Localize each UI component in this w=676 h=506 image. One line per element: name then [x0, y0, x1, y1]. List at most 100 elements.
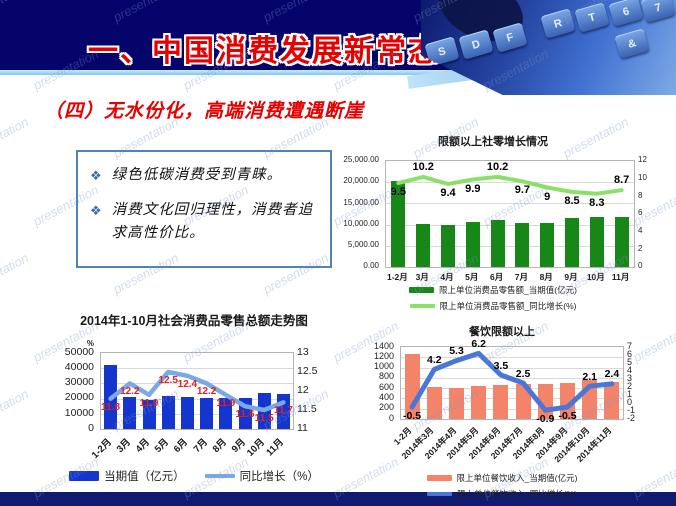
bar	[426, 386, 442, 419]
y-axis-tick-label: 1200	[373, 350, 394, 361]
keyboard-key: 6	[608, 0, 644, 27]
y-axis-tick-label: 15,000.00	[343, 197, 379, 207]
secondary-axis-tick-label: 6	[638, 208, 643, 218]
data-label: 12.4	[177, 378, 198, 390]
keyboard-key: &	[614, 28, 650, 59]
legend-item: 同比增长（%）	[204, 468, 319, 484]
data-label: 4.2	[426, 353, 442, 366]
data-label: 9.4	[440, 187, 456, 199]
bar	[219, 398, 233, 429]
legend-bar-swatch	[426, 475, 452, 481]
bar	[123, 397, 137, 429]
legend-item: 限上单位餐饮收入_当期值(亿元)	[426, 472, 577, 484]
chart-total-retail-trend: 2014年1-10月社会消费品零售总额走势图 11.8 12.2 11.9 12.5 12…	[54, 314, 334, 494]
secondary-axis-tick-label: 0	[627, 396, 633, 407]
header-accent-line	[0, 70, 676, 75]
chart-retail-above-limit: 限额以上社零增长情况 9.5 10.2 9.4 9.9 10.2 9.7 9 8.5 8.3 8.7…	[331, 136, 655, 320]
x-axis-label: 5月	[465, 272, 479, 282]
y-axis-tick-label: 25,000.00	[343, 155, 379, 165]
chart-title: 2014年1-10月社会消费品零售总额走势图	[80, 314, 308, 328]
bar	[142, 399, 156, 429]
watermark-text: presentation	[0, 114, 31, 161]
x-axis-label: 1-2月	[386, 272, 408, 282]
bar	[471, 385, 487, 419]
secondary-axis-tick-label: 4	[627, 364, 633, 375]
secondary-axis-tick-label: 13	[297, 345, 309, 358]
secondary-axis-tick-label: 11	[297, 421, 308, 434]
slide-title: 一、中国消费发展新常态	[88, 35, 440, 68]
keyboard-key: D	[458, 29, 494, 60]
gridline	[101, 398, 293, 400]
y-axis-tick-label: 20,000.00	[343, 176, 379, 186]
bar	[565, 217, 579, 267]
bar	[614, 216, 629, 267]
y-axis-tick-label: 600	[378, 381, 394, 392]
bar	[604, 381, 620, 419]
y-axis-tick-label: 50000	[64, 345, 94, 358]
bar	[441, 225, 455, 267]
y-axis-tick-label: 400	[378, 392, 394, 403]
diamond-bullet-icon: ❖	[90, 203, 103, 219]
y-axis-tick-label: 40000	[64, 360, 94, 373]
bar	[449, 388, 464, 419]
secondary-axis-tick-label: 7	[627, 340, 633, 351]
gridline	[401, 398, 623, 400]
legend-bar-swatch	[69, 471, 100, 481]
y-axis-tick-label: 20000	[64, 391, 94, 404]
y-axis-tick-label: 0	[88, 421, 94, 434]
bar	[391, 181, 406, 267]
gridline	[101, 368, 293, 370]
secondary-axis-tick-label: 10	[638, 172, 647, 182]
data-label: -0.5	[558, 410, 577, 422]
legend-label: 限上单位消费品零售额_当期值(亿元)	[439, 285, 577, 295]
chart-catering-above-limit: 餐饮限额以上 -0.5 4.2 5.3 6.2 3.5 2.5 -0.9 -0.5 2.1 2.4 1…	[356, 326, 648, 506]
data-label: 12.2	[120, 386, 140, 398]
chart-title: 限额以上社零增长情况	[438, 136, 548, 148]
secondary-axis-tick-label: -2	[627, 412, 636, 423]
chart-legend: 限上单位消费品零售额_当期值(亿元) 限上单位消费品零售额_同比增长(%)	[331, 284, 655, 312]
legend-item: 限上单位消费品零售额_同比增长(%)	[409, 300, 576, 312]
chart-legend: 限上单位餐饮收入_当期值(亿元) 限上单位餐饮收入_同比增长(%)	[356, 472, 648, 500]
y-axis-tick-label: 800	[378, 371, 394, 382]
y-axis-tick-label: 200	[378, 402, 394, 413]
secondary-axis-tick-label: 8	[638, 190, 643, 200]
data-label: -0.9	[536, 413, 555, 426]
bar	[180, 397, 194, 429]
bar	[465, 222, 480, 267]
x-axis-label: 9月	[564, 272, 578, 282]
secondary-axis-tick-label: 11.5	[297, 402, 317, 415]
bullet-text: 绿色低碳消费受到青睐。	[111, 167, 283, 183]
legend-label: 同比增长（%）	[239, 471, 319, 483]
data-label: 11.5	[254, 413, 274, 424]
data-label: -0.5	[403, 410, 422, 422]
legend-line-swatch	[427, 492, 453, 496]
x-axis-label: 7月	[514, 272, 528, 282]
secondary-axis-tick-label: 12	[638, 155, 647, 165]
data-label: 2.5	[515, 367, 531, 380]
secondary-axis-tick-label: -1	[627, 404, 636, 415]
secondary-axis-tick-label: 4	[638, 225, 643, 235]
diamond-bullet-icon: ❖	[90, 168, 103, 183]
trend-line	[396, 174, 624, 196]
secondary-axis-tick-label: 12	[297, 383, 309, 396]
y-axis-tick-label: 5,000.00	[347, 240, 379, 249]
data-label: 8.3	[589, 196, 605, 209]
legend-label: 限上单位餐饮收入_同比增长(%)	[457, 489, 577, 499]
data-label: 3.5	[493, 359, 509, 372]
keyboard-key: 7	[640, 0, 676, 23]
data-label: 11.8	[101, 401, 121, 413]
chart-title: 餐饮限额以上	[469, 326, 535, 338]
data-label: 10.2	[486, 160, 509, 173]
secondary-axis-tick-label: 1	[627, 388, 633, 399]
gridline	[401, 408, 623, 410]
x-axis-label: 6月	[489, 272, 504, 282]
y-axis-tick-label: 1000	[373, 361, 394, 372]
data-label: 6.2	[471, 337, 486, 350]
bullet-text: 消费文化回归理性，消费者追求高性价比。	[111, 202, 314, 241]
data-label: 9.5	[390, 186, 407, 199]
data-label: 8.5	[564, 194, 580, 207]
bullet-item: ❖ 绿色低碳消费受到青睐。	[90, 164, 318, 186]
y-axis-tick-label: 0.00	[363, 261, 379, 271]
secondary-axis-tick-label: 0	[638, 261, 643, 271]
